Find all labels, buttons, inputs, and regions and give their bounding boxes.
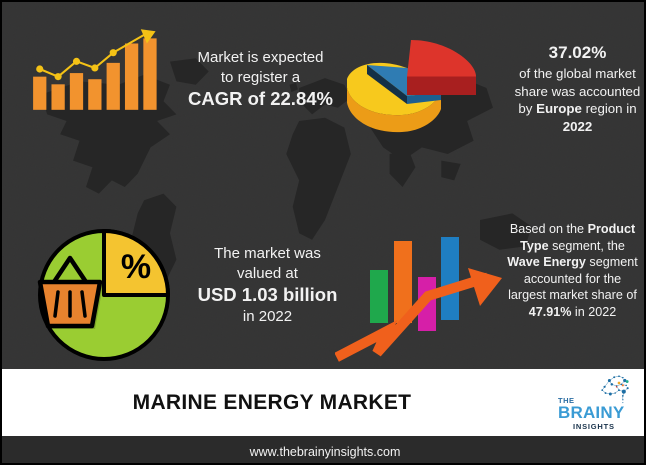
svg-text:%: %: [121, 248, 151, 286]
